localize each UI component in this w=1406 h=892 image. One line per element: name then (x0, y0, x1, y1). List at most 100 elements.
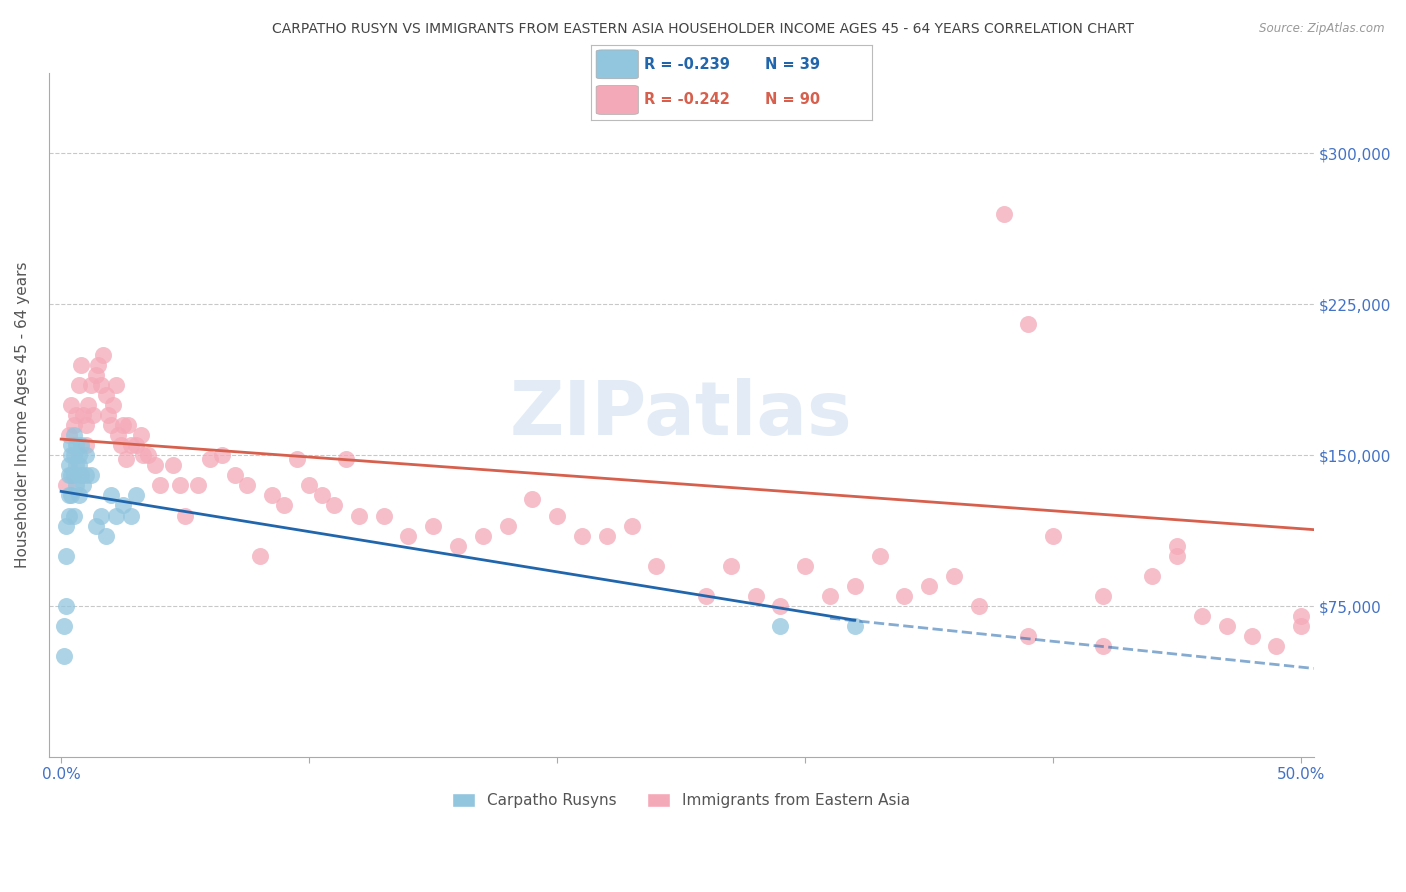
Point (769, 599, 792, 613)
Point (75, 417, 97, 432)
Point (87, 358, 110, 372)
Point (60, 488, 83, 502)
Point (943, 569, 966, 583)
Point (198, 452, 221, 467)
Point (67, 448, 90, 462)
Point (918, 579, 941, 593)
Point (65, 478, 87, 492)
Point (62, 417, 84, 432)
Point (103, 398, 125, 412)
Point (58, 428, 80, 442)
Point (211, 448, 233, 462)
Point (818, 589, 841, 603)
Point (75, 438, 97, 452)
Point (55, 478, 77, 492)
Point (447, 539, 470, 553)
Point (75, 468, 97, 483)
Point (236, 478, 259, 492)
Point (84, 518, 107, 533)
Point (65, 408, 87, 422)
Point (72, 478, 94, 492)
Point (75, 448, 97, 462)
Point (62, 448, 84, 462)
Point (136, 448, 159, 462)
Point (55, 518, 77, 533)
Point (149, 478, 172, 492)
FancyBboxPatch shape (596, 50, 638, 78)
Point (794, 558, 817, 573)
Point (112, 499, 135, 513)
Point (496, 518, 519, 533)
Point (422, 518, 444, 533)
Point (70, 438, 93, 452)
Point (84, 368, 107, 382)
Point (695, 589, 717, 603)
Point (107, 428, 129, 442)
Point (60, 468, 83, 483)
Point (124, 488, 146, 502)
Point (1166, 539, 1188, 553)
FancyBboxPatch shape (596, 86, 638, 114)
Point (60, 438, 83, 452)
Point (80, 377, 103, 392)
Point (844, 619, 866, 633)
Point (110, 438, 132, 452)
Text: CARPATHO RUSYN VS IMMIGRANTS FROM EASTERN ASIA HOUSEHOLDER INCOME AGES 45 - 64 Y: CARPATHO RUSYN VS IMMIGRANTS FROM EASTER… (271, 22, 1135, 37)
Point (373, 508, 395, 523)
Point (65, 458, 87, 473)
Point (260, 488, 283, 502)
Point (55, 599, 77, 613)
Point (117, 417, 139, 432)
Point (90, 377, 112, 392)
Point (187, 478, 209, 492)
Point (67, 488, 90, 502)
Point (645, 558, 668, 573)
Point (132, 448, 155, 462)
Point (72, 408, 94, 422)
Point (65, 438, 87, 452)
Point (129, 428, 152, 442)
Point (58, 458, 80, 473)
Text: Source: ZipAtlas.com: Source: ZipAtlas.com (1260, 22, 1385, 36)
Point (993, 207, 1015, 221)
Point (285, 452, 308, 467)
Point (58, 508, 80, 523)
Point (869, 549, 891, 563)
Point (52, 649, 75, 664)
Text: N = 39: N = 39 (765, 57, 820, 72)
Text: R = -0.239: R = -0.239 (644, 57, 730, 72)
Point (893, 589, 915, 603)
Point (844, 579, 866, 593)
Point (546, 508, 568, 523)
Point (169, 478, 191, 492)
Point (91, 348, 114, 362)
Point (347, 508, 370, 523)
Text: ZIPatlas: ZIPatlas (510, 378, 852, 451)
Point (1017, 318, 1039, 332)
Point (112, 417, 135, 432)
Point (52, 619, 75, 633)
Point (90, 508, 112, 523)
Point (620, 518, 643, 533)
Point (174, 508, 197, 523)
Point (1191, 609, 1213, 624)
Point (323, 499, 346, 513)
Point (596, 529, 619, 543)
Point (104, 377, 127, 392)
Point (67, 377, 90, 392)
Point (58, 468, 80, 483)
Point (77, 398, 100, 412)
Point (273, 499, 295, 513)
Point (522, 492, 544, 507)
Point (80, 468, 103, 483)
Point (967, 599, 990, 613)
Point (60, 398, 83, 412)
Point (70, 468, 93, 483)
Point (120, 508, 142, 523)
Point (744, 589, 766, 603)
Y-axis label: Householder Income Ages 45 - 64 years: Householder Income Ages 45 - 64 years (15, 261, 30, 568)
Point (70, 358, 93, 372)
Point (311, 488, 333, 502)
Point (1240, 629, 1263, 643)
Point (67, 458, 90, 473)
